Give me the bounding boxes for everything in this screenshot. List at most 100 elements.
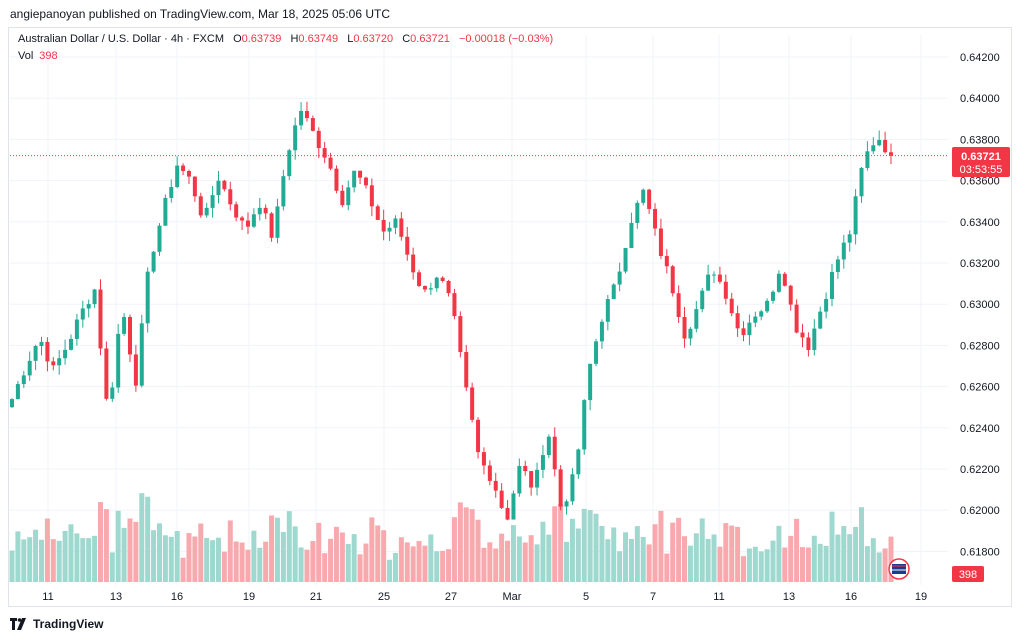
candle-body	[464, 352, 469, 388]
candle-body	[883, 139, 888, 153]
candle-body	[387, 227, 392, 232]
volume-bar	[510, 525, 516, 582]
candle-body	[729, 298, 734, 314]
candle-body	[80, 308, 85, 320]
volume-bar	[676, 517, 682, 582]
candle-body	[735, 313, 740, 329]
candle-body	[45, 341, 50, 362]
candle-body	[765, 300, 770, 312]
candle-body	[505, 507, 510, 520]
volume-bar	[280, 531, 286, 582]
volume-bar	[741, 556, 747, 582]
candle-body	[352, 170, 357, 188]
volume-bar	[127, 518, 133, 582]
footer-brand-label: TradingView	[33, 617, 104, 631]
candle-body	[422, 285, 427, 290]
volume-bar	[328, 538, 334, 582]
high-value: 0.63749	[298, 33, 339, 45]
volume-bar	[540, 521, 546, 582]
flag-icon[interactable]	[888, 558, 910, 580]
candle-body	[546, 436, 551, 456]
volume-bar	[404, 542, 410, 582]
volume-bar	[764, 549, 770, 582]
volume-bar	[227, 520, 233, 582]
volume-tag-box	[952, 566, 984, 582]
y-tick-label: 0.63000	[960, 299, 1000, 311]
volume-bar	[221, 551, 227, 582]
candle-body	[511, 493, 516, 520]
close-value: 0.63721	[410, 33, 450, 45]
candle-body	[676, 293, 681, 317]
volume-bar	[392, 553, 398, 582]
volume-bar	[446, 549, 452, 582]
volume-bar	[687, 545, 693, 582]
candle-body	[399, 218, 404, 237]
candle-body	[871, 145, 876, 152]
close-label: C	[402, 33, 411, 45]
volume-bar	[180, 557, 186, 582]
volume-bar	[156, 523, 162, 582]
candle-body	[759, 311, 764, 317]
x-tick-label: 16	[845, 591, 857, 603]
volume-bar	[528, 535, 534, 582]
volume-bar	[451, 517, 457, 582]
volume-bar	[298, 547, 304, 582]
volume-bar	[475, 519, 481, 582]
volume-bar	[139, 493, 145, 582]
volume-bar	[133, 521, 139, 582]
volume-bar	[440, 550, 446, 582]
volume-bar	[286, 511, 292, 582]
x-tick-label: Mar	[503, 591, 522, 603]
candle-body	[346, 187, 351, 206]
candle-body	[605, 299, 610, 322]
x-tick-label: 13	[110, 591, 122, 603]
volume-bar	[86, 538, 92, 582]
candle-body	[15, 384, 20, 400]
candle-body	[694, 309, 699, 329]
volume-bar	[74, 533, 80, 582]
volume-bar	[876, 552, 882, 582]
volume-bar	[664, 553, 670, 582]
volume-bar	[103, 509, 109, 582]
tradingview-logo-icon	[10, 618, 26, 630]
volume-bar	[717, 546, 723, 582]
footer-brand[interactable]: TradingView	[10, 617, 103, 631]
volume-label: Vol	[18, 50, 34, 62]
volume-bar	[776, 525, 782, 582]
price-tag-box	[952, 147, 1010, 177]
candle-body	[812, 328, 817, 350]
volume-bar	[841, 526, 847, 582]
candle-body	[145, 271, 150, 324]
volume-bar	[38, 539, 44, 582]
volume-bar	[864, 546, 870, 582]
candle-body	[535, 469, 540, 488]
candle-body	[664, 255, 669, 267]
volume-bar	[800, 547, 806, 582]
candle-body	[157, 225, 162, 252]
candle-body	[363, 177, 368, 186]
candle-body	[599, 321, 604, 342]
candle-body	[393, 218, 398, 228]
candle-body	[747, 322, 752, 336]
candle-body	[275, 206, 280, 238]
volume-bar	[888, 536, 894, 582]
candle-body	[540, 455, 545, 470]
volume-bar	[115, 510, 121, 582]
candle-body	[481, 452, 486, 466]
candle-body	[487, 465, 492, 481]
volume-bar	[593, 513, 599, 582]
volume-bar	[587, 510, 593, 582]
volume-bar	[463, 507, 469, 582]
volume-bar	[186, 533, 192, 582]
candle-body	[281, 176, 286, 207]
volume-bar	[375, 525, 381, 582]
price-tag: 0.63721 03:53:55	[952, 147, 1010, 177]
candle-body	[328, 157, 333, 169]
volume-bar	[310, 541, 316, 582]
volume-bar	[192, 536, 198, 582]
candle-body	[818, 311, 823, 329]
candle-body	[452, 293, 457, 317]
x-tick-label: 21	[310, 591, 322, 603]
candle-body	[700, 290, 705, 310]
